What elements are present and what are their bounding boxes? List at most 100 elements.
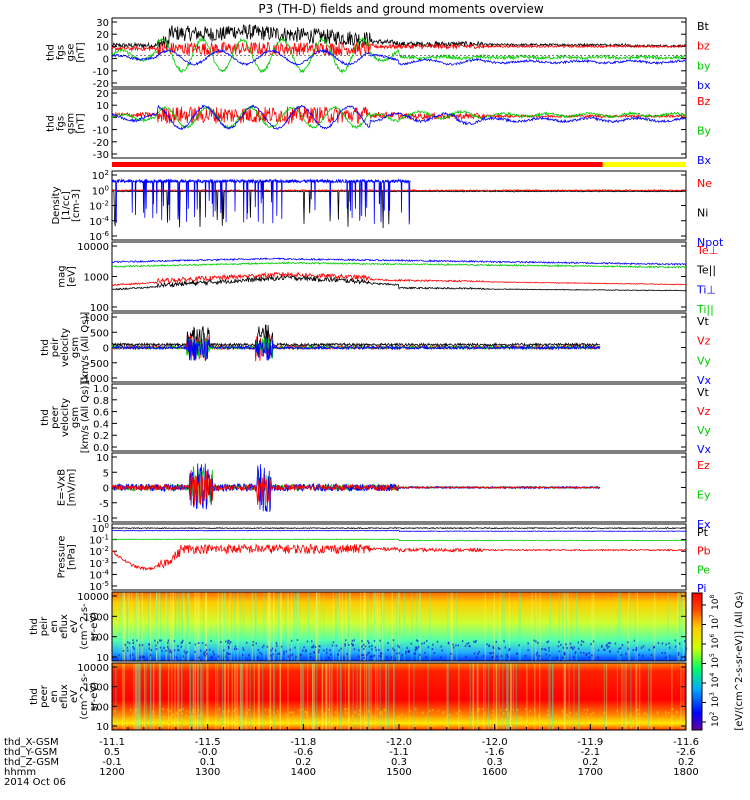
panel-pressure-frame — [111, 523, 687, 591]
panel-electron-spectrogram-speckle — [510, 708, 513, 711]
panel-ion-spectrogram-speckle — [183, 650, 186, 653]
panel-temperature-legend-0: Te⊥ — [696, 244, 718, 257]
panel-ion-spectrogram-speckle — [283, 650, 285, 653]
panel-ion-velocity-ylabel: [km/s (All Qs)] — [80, 312, 91, 384]
panel-ion-spectrogram-speckle — [367, 640, 369, 643]
panel-ion-spectrogram-stripe — [135, 592, 138, 661]
panel-electron-spectrogram-stripe — [178, 663, 180, 730]
panel-ion-spectrogram-speckle — [535, 640, 537, 643]
panel-electron-spectrogram-stripe — [311, 663, 314, 730]
panel-ion-spectrogram-speckle — [353, 639, 355, 642]
panel-ion-spectrogram-stripe — [156, 592, 158, 661]
panel-ion-spectrogram-stripe — [268, 592, 270, 661]
panel-ion-spectrogram-speckle — [585, 652, 588, 655]
panel-ion-spectrogram-speckle — [370, 655, 372, 658]
panel-electron-spectrogram-stripe — [564, 663, 566, 730]
panel-ion-spectrogram-speckle — [318, 648, 320, 651]
panel-electron-spectrogram-stripe — [326, 663, 328, 730]
panel-ion-spectrogram-speckle — [276, 644, 278, 647]
panel-pressure-legend-3: Pi — [697, 582, 706, 595]
panel-electron-spectrogram-speckle — [555, 723, 557, 726]
panel-ion-spectrogram-speckle — [177, 648, 179, 651]
panel-temperature-legend-3: Ti|| — [696, 303, 714, 316]
panel-electron-velocity-legend-0: Vt — [697, 386, 710, 399]
panel-electron-spectrogram-stripe — [138, 663, 141, 730]
panel-ion-spectrogram-speckle — [217, 655, 220, 658]
panel-ion-spectrogram-speckle — [537, 641, 539, 644]
panel-electron-spectrogram-ytick-label: 1000 — [84, 683, 109, 694]
panel-electron-spectrogram-speckle — [192, 724, 195, 727]
panel-electron-spectrogram-stripe — [348, 663, 350, 730]
panel-electron-spectrogram-stripe — [269, 663, 271, 730]
panel-electron-spectrogram-speckle — [433, 723, 436, 726]
panel-temperature-ylabel: [eV] — [67, 266, 78, 287]
panel-ion-spectrogram-speckle — [427, 646, 430, 649]
panel-electron-spectrogram-speckle — [511, 717, 514, 720]
panel-fgs-gse-legend-3: bx — [697, 79, 711, 92]
panel-ion-spectrogram-speckle — [431, 648, 434, 651]
panel-electron-spectrogram-speckle — [634, 716, 637, 719]
panel-ion-spectrogram-ylabel: sr-eV) — [89, 612, 100, 641]
panel-electron-spectrogram-speckle — [435, 722, 438, 725]
panel-fgs-gsm-ylabel: gsm — [66, 113, 77, 134]
panel-electron-spectrogram-stripe — [630, 663, 632, 730]
panel-electron-spectrogram-speckle — [569, 712, 571, 715]
panel-pressure-ytick-label: 100 — [92, 522, 109, 535]
panel-electron-spectrogram-speckle — [182, 719, 184, 722]
panel-electron-spectrogram-stripe — [526, 663, 528, 730]
panel-ion-spectrogram-speckle — [668, 654, 671, 657]
panel-fgs-gse-ylabel: thd — [46, 44, 57, 61]
panel-ion-spectrogram-speckle — [436, 640, 439, 643]
panel-electron-spectrogram-stripe — [236, 663, 239, 730]
panel-ion-spectrogram-speckle — [466, 642, 468, 645]
panel-ion-spectrogram-stripe — [678, 592, 680, 661]
panel-electron-spectrogram-speckle — [123, 719, 126, 722]
panel-electron-spectrogram-speckle — [630, 712, 632, 715]
panel-electron-spectrogram-stripe — [393, 663, 395, 730]
panel-temperature-ytick-label: 10000 — [77, 242, 109, 253]
panel-ion-spectrogram-stripe — [564, 592, 566, 661]
panel-electron-spectrogram-speckle — [569, 716, 571, 719]
panel-ion-spectrogram-speckle — [358, 649, 360, 652]
panel-electron-spectrogram-speckle — [510, 725, 513, 728]
panel-electron-spectrogram-speckle — [471, 711, 474, 714]
panel-ion-spectrogram-stripe — [364, 592, 367, 661]
panel-ion-spectrogram-stripe — [411, 592, 413, 661]
panel-electron-spectrogram-speckle — [273, 717, 275, 720]
panel-ion-spectrogram-speckle — [450, 652, 452, 655]
panel-temperature-legend-1: Te|| — [696, 264, 716, 277]
x-row-value: 0.1 — [200, 757, 216, 768]
panel-ion-spectrogram-speckle — [527, 642, 529, 645]
panel-electron-spectrogram-speckle — [300, 723, 302, 726]
panel-ion-spectrogram-speckle — [617, 650, 619, 653]
panel-ion-spectrogram-speckle — [413, 652, 416, 655]
panel-ion-spectrogram-stripe — [175, 592, 177, 661]
panel-ion-spectrogram-speckle — [418, 653, 421, 656]
panel-fgs-gsm-legend-1: By — [697, 125, 712, 138]
panel-electron-spectrogram-speckle — [208, 717, 211, 720]
panel-electron-spectrogram-speckle — [431, 709, 434, 712]
panel-ion-velocity-ytick-label: 500 — [90, 328, 109, 339]
panel-ion-spectrogram-speckle — [132, 639, 134, 642]
colorbar-tick-label: 108 — [709, 595, 721, 610]
panel-ion-spectrogram-stripe — [127, 592, 129, 661]
panel-ion-spectrogram-stripe — [287, 592, 289, 661]
panel-electron-spectrogram-speckle — [531, 716, 533, 719]
panel-electron-spectrogram-speckle — [292, 715, 294, 718]
panel-ion-spectrogram-speckle — [180, 641, 183, 644]
panel-ion-spectrogram-speckle — [415, 646, 417, 649]
panel-electron-spectrogram-stripe — [242, 663, 244, 730]
panel-electron-spectrogram-stripe — [376, 663, 379, 730]
panel-ion-spectrogram-stripe — [416, 592, 418, 661]
panel-ion-spectrogram-speckle — [390, 656, 393, 659]
panel-electron-spectrogram-speckle — [648, 721, 651, 724]
panel-ion-spectrogram-stripe — [137, 592, 139, 661]
panel-electron-spectrogram-speckle — [633, 718, 636, 721]
panel-ion-spectrogram-speckle — [208, 648, 211, 651]
panel-ion-spectrogram-stripe — [508, 592, 510, 661]
panel-electron-spectrogram-stripe — [312, 663, 314, 730]
panel-electron-spectrogram-stripe — [272, 663, 275, 730]
panel-electron-spectrogram-speckle — [236, 721, 238, 724]
panel-electron-spectrogram-speckle — [246, 711, 248, 714]
panel-electron-spectrogram-speckle — [135, 719, 138, 722]
